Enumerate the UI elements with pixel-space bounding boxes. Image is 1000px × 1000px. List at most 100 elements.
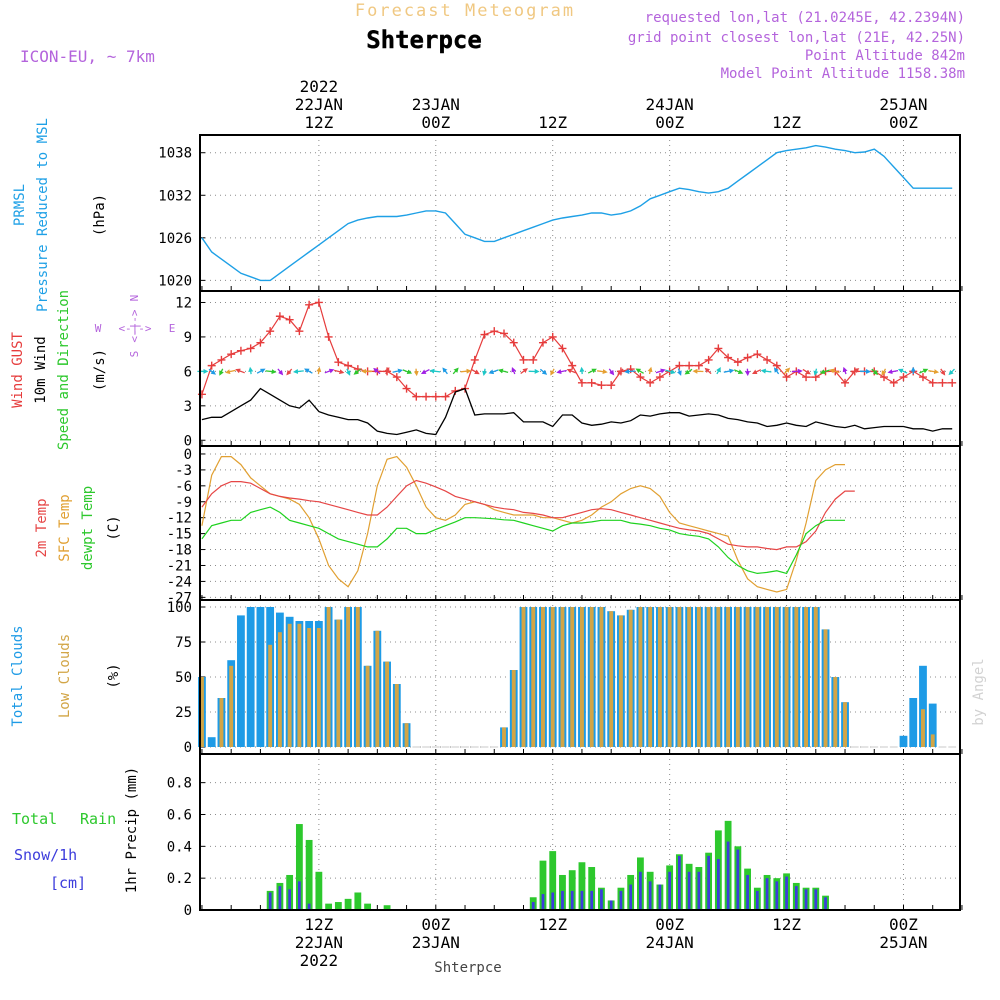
gust-marker <box>324 332 333 341</box>
low-cloud-bar <box>287 623 292 747</box>
snow-bar <box>824 897 827 910</box>
gust-marker <box>704 355 713 364</box>
gust-marker <box>948 378 957 387</box>
snow-bar <box>804 889 808 910</box>
wind-direction-arrow <box>316 366 322 375</box>
wind-unit: (m/s) <box>92 349 108 391</box>
low-cloud-bar <box>580 607 584 747</box>
gust-marker <box>841 378 850 387</box>
credit-watermark: by Angel <box>971 658 987 725</box>
t2m-label: 2m Temp <box>34 498 50 557</box>
low-cloud-bar <box>404 723 409 747</box>
gust-marker <box>685 361 694 370</box>
dewpt-line <box>201 506 845 575</box>
total-cloud-label: Total Clouds <box>10 625 26 726</box>
wind-direction-arrow <box>624 368 636 374</box>
time-label: 00Z <box>655 113 684 132</box>
low-cloud-bar <box>511 670 516 747</box>
snow-bar <box>629 884 633 910</box>
low-cloud-bar <box>648 607 653 747</box>
total-cloud-bar <box>919 665 927 747</box>
total-label: Total <box>12 810 57 828</box>
low-cloud-bar <box>200 677 204 747</box>
panel-frame-5 <box>199 753 961 911</box>
gust-marker <box>402 384 411 393</box>
snow-bar <box>697 871 701 910</box>
low-cloud-bar <box>716 607 721 747</box>
rain-bar <box>325 903 333 910</box>
gust-marker <box>236 346 245 355</box>
low-cloud-bar <box>930 734 935 747</box>
wind-direction-arrow <box>392 368 403 374</box>
point-altitude: Point Altitude 842m <box>805 48 965 64</box>
gust-marker <box>811 373 820 382</box>
y-tick-label: 0.6 <box>167 807 192 823</box>
wind-direction-arrow <box>665 369 676 375</box>
snow-bar <box>668 871 672 910</box>
wind-direction-arrow <box>829 368 840 374</box>
wind-direction-arrow <box>402 369 413 375</box>
grid-point-coords: grid point closest lon,lat (21E, 42.25N) <box>628 30 965 46</box>
wind-direction-arrow <box>520 368 528 375</box>
time-label: 23JAN <box>412 95 460 114</box>
wind-direction-arrow <box>219 368 224 376</box>
low-cloud-bar <box>618 615 623 747</box>
gust-marker <box>675 361 684 370</box>
low-cloud-bar <box>755 607 760 747</box>
wind-direction-arrow <box>304 368 313 374</box>
gust-marker <box>275 312 284 321</box>
sfc-temp-line <box>201 455 845 593</box>
low-cloud-bar <box>531 607 536 747</box>
low-cloud-bar <box>706 607 711 747</box>
wind-direction-arrow <box>225 369 236 375</box>
snow-bar <box>707 855 710 910</box>
low-cloud-bar <box>277 632 282 747</box>
wind-speed-line <box>201 387 953 436</box>
wind-direction-arrow <box>773 367 780 375</box>
gust-marker <box>733 358 742 367</box>
low-cloud-bar <box>219 698 224 747</box>
wind-direction-arrow <box>684 368 693 375</box>
low-cloud-bar <box>784 607 789 747</box>
y-tick-label: 0.8 <box>167 776 192 792</box>
low-cloud-bar <box>745 607 750 747</box>
wind-direction-arrow <box>887 369 899 375</box>
precip-label-group: Total Rain Snow/1h [cm] 1hr Precip (mm) <box>12 767 140 893</box>
snow-bar <box>716 859 720 910</box>
gust-marker <box>295 327 304 336</box>
wind-direction-arrow <box>635 368 644 374</box>
wind-speed-dir-label: Speed and Direction <box>56 290 72 450</box>
y-tick-label: 100 <box>167 600 192 616</box>
model-label: ICON-EU, ~ 7km <box>20 47 155 66</box>
low-cloud-bar <box>843 702 847 747</box>
time-label: 12Z <box>538 113 567 132</box>
gust-marker <box>529 355 538 364</box>
wind-direction-arrow <box>208 368 216 375</box>
time-label: 12Z <box>772 915 801 934</box>
snow-bar <box>298 881 301 910</box>
gust-marker <box>538 338 547 347</box>
wind-direction-arrow <box>871 368 879 375</box>
gust-marker <box>334 358 343 367</box>
low-cloud-bar <box>794 607 799 747</box>
gust-marker <box>597 381 606 390</box>
snow-bar <box>288 889 292 910</box>
low-cloud-bar <box>375 630 380 747</box>
time-label: 12Z <box>304 915 333 934</box>
pressure-line <box>201 144 953 282</box>
low-cloud-bar <box>667 607 672 747</box>
rain-bar <box>305 839 313 910</box>
gust-marker <box>217 355 226 364</box>
low-cloud-bar <box>316 628 321 747</box>
low-cloud-bar <box>541 607 545 747</box>
gust-marker <box>587 378 596 387</box>
wind-direction-arrow <box>647 366 653 375</box>
wind-direction-arrow <box>587 368 597 374</box>
low-cloud-bar <box>823 629 828 747</box>
wind-direction-arrow <box>928 369 940 375</box>
time-label: 00Z <box>655 915 684 934</box>
rain-bar <box>354 892 362 910</box>
